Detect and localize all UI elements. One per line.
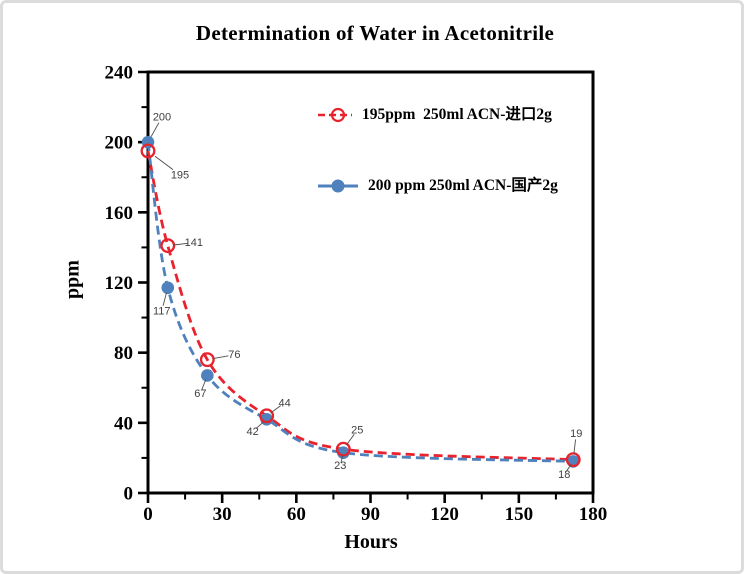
legend-entry-series1: 195ppm 250ml ACN-进口2g	[317, 105, 552, 125]
data-label-callout	[213, 355, 229, 360]
x-tick-label: 180	[579, 504, 608, 525]
data-point-label: 18	[558, 469, 570, 481]
data-label-callout	[201, 379, 207, 390]
data-point-marker-s1	[160, 238, 176, 254]
legend-label-series2: 200 ppm 250ml ACN-国产2g	[368, 177, 558, 194]
x-tick-label: 150	[505, 504, 534, 525]
x-tick-label: 0	[143, 504, 153, 525]
data-point-label: 23	[334, 460, 346, 472]
data-label-callout	[255, 421, 264, 430]
x-axis-label: Hours	[344, 531, 398, 553]
data-point-marker-s1	[259, 408, 275, 424]
data-point-label: 67	[194, 388, 206, 400]
data-label-callout	[162, 292, 167, 306]
data-label-callout	[573, 439, 577, 455]
y-tick-label: 0	[124, 484, 134, 505]
x-tick-label: 120	[430, 504, 459, 525]
data-point-marker-s1	[140, 143, 156, 159]
data-point-marker-s1	[335, 441, 351, 457]
x-tick-label: 60	[287, 504, 306, 525]
data-point-marker-s1	[565, 452, 581, 468]
data-point-label: 141	[185, 237, 203, 249]
data-label-callout	[150, 122, 160, 137]
legend-entry-series2: 200 ppm 250ml ACN-国产2g	[317, 176, 558, 196]
data-point-label: 195	[171, 169, 189, 181]
data-point-label: 44	[279, 397, 291, 409]
data-point-label: 42	[247, 426, 259, 438]
data-point-label: 19	[570, 428, 582, 440]
data-point-label: 25	[351, 425, 363, 437]
legend-marker-open-circle-icon	[318, 107, 352, 123]
y-tick-label: 240	[105, 63, 134, 84]
y-tick-label: 160	[105, 203, 134, 224]
y-tick-label: 120	[105, 273, 134, 294]
data-label-callout	[173, 242, 189, 246]
data-label-callout	[270, 405, 281, 414]
data-point-label: 76	[228, 349, 240, 361]
data-label-callout	[340, 455, 344, 463]
data-label-callout	[565, 464, 572, 472]
legend-marker-filled-circle-icon	[318, 179, 358, 193]
data-point-label: 200	[153, 112, 171, 124]
plot-area: 0 30 60 90 120 150 180 0 40 80 120 160 200 240 195 141 7…	[105, 63, 608, 526]
data-point-marker-s2	[161, 281, 175, 295]
y-tick-label: 200	[105, 133, 134, 154]
data-point-marker-s1	[199, 352, 215, 368]
legend-label-series1: 195ppm 250ml ACN-进口2g	[362, 106, 552, 123]
x-tick-label: 90	[361, 504, 380, 525]
series-line-1	[146, 150, 574, 462]
data-point-label: 117	[153, 305, 171, 317]
chart-title: Determination of Water in Acetonitrile	[195, 21, 555, 45]
data-point-marker-s2	[201, 369, 214, 382]
y-axis-label: ppm	[61, 260, 84, 299]
series-line-2	[146, 141, 574, 463]
y-tick-label: 80	[114, 343, 133, 364]
data-label-callout	[154, 155, 174, 171]
plot-frame	[146, 70, 595, 495]
data-label-callout	[346, 434, 355, 446]
y-tick-label: 40	[114, 413, 133, 434]
x-tick-label: 30	[213, 504, 232, 525]
